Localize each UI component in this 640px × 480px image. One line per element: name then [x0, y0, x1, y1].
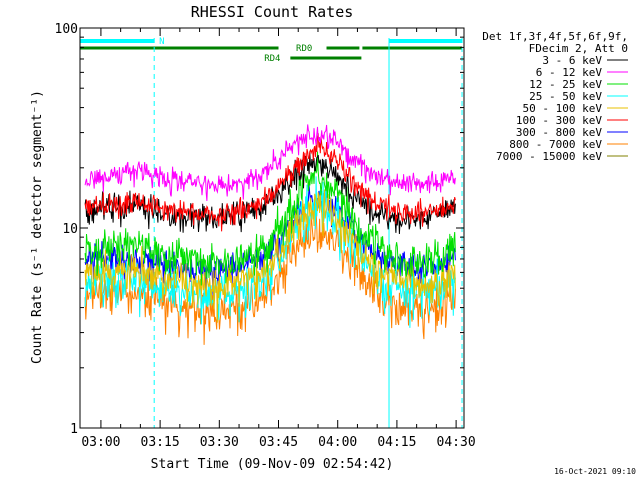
legend-entry-label: 800 - 7000 keV — [509, 138, 602, 151]
plot-layer: N RD0 RD4 1 10 100 03:00 03:15 03:30 03:45 04:00 04… — [55, 22, 476, 450]
legend-entry-label: 3 - 6 keV — [542, 54, 602, 67]
legend-entry-label: 6 - 12 keV — [536, 66, 603, 79]
x-tick-label: 03:45 — [259, 435, 298, 450]
state-label-n: N — [159, 37, 164, 47]
x-tick-label: 04:30 — [437, 435, 476, 450]
x-tick-label: 04:00 — [318, 435, 357, 450]
legend-entry-label: 25 - 50 keV — [529, 90, 602, 103]
series-line-12-25-kev — [84, 151, 456, 286]
state-bar-gap-2 — [359, 44, 363, 52]
legend-header-line: FDecim 2, Att 0 — [529, 42, 628, 55]
series-line-100-300-kev — [84, 133, 456, 232]
x-tick-label: 03:30 — [200, 435, 239, 450]
y-tick-label: 10 — [62, 222, 78, 237]
state-bar-gap — [278, 44, 327, 52]
x-tick-label: 03:00 — [81, 435, 120, 450]
legend-entry-label: 12 - 25 keV — [529, 78, 602, 91]
legend-entry-label: 50 - 100 keV — [523, 102, 603, 115]
legend-entry-label: 100 - 300 keV — [516, 114, 602, 127]
x-tick-label: 03:15 — [141, 435, 180, 450]
timestamp-stamp: 16-Oct-2021 09:10 — [554, 467, 636, 476]
series-line-50-100-kev — [84, 189, 456, 323]
series-line-6-12-kev — [84, 124, 456, 201]
x-tick-label: 04:15 — [377, 435, 416, 450]
chart-title: RHESSI Count Rates — [191, 3, 354, 21]
legend-entry-label: 300 - 800 keV — [516, 126, 602, 139]
legend-entry-label: 7000 - 15000 keV — [496, 150, 602, 163]
series-line-25-50-kev — [84, 176, 456, 328]
legend-header-line: Det 1f,3f,4f,5f,6f,9f, — [482, 30, 628, 43]
legend: Det 1f,3f,4f,5f,6f,9f,FDecim 2, Att 03 -… — [482, 30, 628, 163]
y-tick-label: 1 — [70, 422, 78, 437]
state-label-rd0: RD0 — [296, 44, 312, 54]
y-tick-label: 100 — [55, 22, 78, 37]
plot-frame — [79, 27, 465, 429]
x-axis-label: Start Time (09-Nov-09 02:54:42) — [151, 457, 394, 472]
y-axis-label: Count Rate (s⁻¹ detector segment⁻¹) — [30, 90, 45, 364]
state-label-rd4: RD4 — [264, 54, 280, 64]
